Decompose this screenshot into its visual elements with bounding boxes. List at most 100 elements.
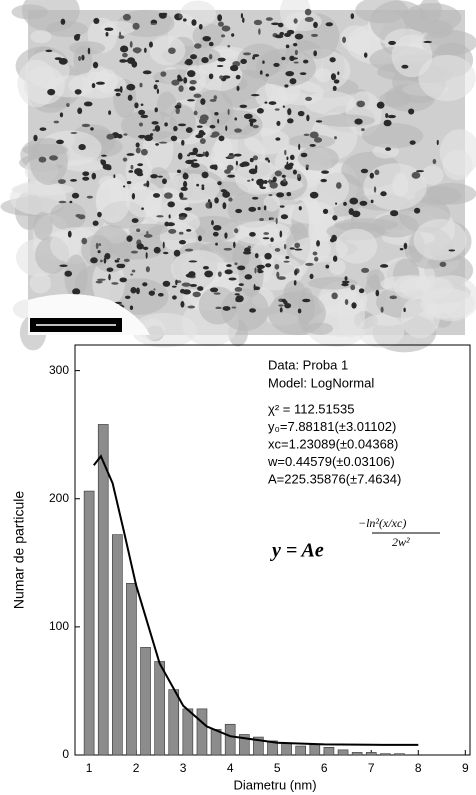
particle: [268, 194, 273, 197]
particle: [361, 267, 370, 273]
particle: [157, 175, 163, 178]
texture: [95, 178, 131, 223]
particle: [309, 143, 316, 147]
particle: [74, 89, 82, 95]
particle: [289, 247, 295, 250]
particle: [251, 196, 259, 200]
particle: [360, 168, 369, 174]
y-tick-label: 100: [49, 619, 69, 633]
particle: [249, 157, 254, 163]
particle: [115, 92, 121, 97]
texture: [268, 291, 326, 336]
texture: [22, 143, 68, 156]
particle: [234, 287, 243, 292]
particle: [181, 282, 191, 287]
particle: [140, 114, 149, 119]
particle: [177, 123, 187, 127]
particle: [190, 162, 200, 168]
particle: [142, 282, 148, 287]
particle: [284, 84, 289, 88]
particle: [59, 112, 64, 118]
particle: [122, 52, 128, 58]
particle: [192, 159, 198, 162]
particle: [348, 208, 354, 215]
particle: [185, 273, 194, 278]
bar: [182, 708, 194, 756]
particle: [297, 173, 301, 178]
particle: [130, 250, 139, 254]
particle: [86, 195, 93, 199]
particle: [234, 293, 240, 296]
particle: [59, 264, 68, 267]
particle: [184, 248, 194, 252]
particle: [344, 276, 348, 281]
texture: [290, 236, 348, 263]
particle: [201, 184, 205, 188]
bar: [97, 424, 109, 756]
particle: [234, 128, 242, 133]
particle: [233, 153, 242, 157]
particle: [197, 286, 204, 291]
particle: [349, 197, 359, 205]
particle: [235, 297, 242, 303]
particle: [274, 248, 281, 252]
annotation: y₀=7.88181(±3.01102): [268, 419, 396, 434]
particle: [122, 185, 126, 188]
particle: [389, 295, 398, 300]
particle: [235, 160, 238, 166]
particle: [199, 138, 206, 145]
particle: [177, 75, 182, 82]
particle: [168, 214, 171, 219]
texture: [329, 258, 346, 276]
particle: [247, 179, 251, 182]
texture: [418, 54, 476, 102]
particle: [263, 232, 270, 235]
particle: [373, 186, 377, 193]
particle: [267, 159, 271, 163]
particle: [241, 161, 250, 167]
particle: [385, 147, 391, 151]
particle: [358, 288, 365, 294]
bar: [238, 734, 250, 756]
particle: [187, 70, 196, 78]
particle: [294, 49, 298, 56]
particle: [66, 102, 70, 107]
particle: [320, 178, 327, 183]
particle: [198, 235, 202, 242]
particle: [359, 200, 368, 206]
particle: [136, 172, 144, 177]
particle: [101, 159, 107, 166]
particle: [150, 174, 158, 179]
particle: [259, 217, 265, 222]
particle: [209, 287, 219, 293]
particle: [285, 44, 290, 49]
particle: [293, 18, 298, 24]
bar: [154, 661, 165, 756]
particle: [214, 197, 219, 204]
particle: [268, 179, 272, 185]
particle: [305, 96, 313, 102]
particle: [150, 133, 154, 136]
particle: [172, 295, 177, 300]
particle: [119, 59, 127, 63]
particle: [93, 17, 100, 25]
particle: [101, 154, 107, 157]
particle: [176, 169, 182, 174]
particle: [45, 49, 53, 53]
particle: [341, 280, 350, 284]
particle: [270, 237, 274, 243]
particle: [204, 270, 214, 278]
particle: [403, 242, 408, 250]
particle: [314, 256, 319, 262]
particle: [193, 93, 202, 98]
particle: [160, 71, 167, 77]
particle: [135, 287, 140, 295]
particle: [306, 114, 310, 122]
bar: [126, 583, 137, 756]
particle: [134, 102, 139, 109]
texture: [125, 181, 163, 218]
particle: [256, 108, 264, 114]
particle: [136, 228, 141, 233]
particle: [209, 99, 217, 102]
